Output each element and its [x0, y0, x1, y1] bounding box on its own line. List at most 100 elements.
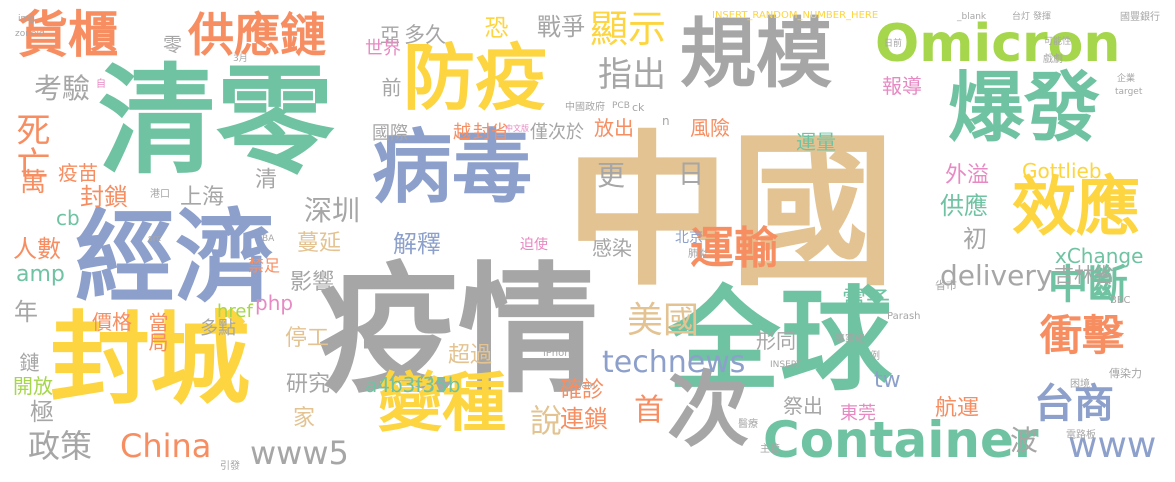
cloud-word: 封城 [50, 301, 250, 418]
cloud-word: 供應鏈 [188, 8, 326, 62]
cloud-word: 規模 [680, 9, 832, 98]
cloud-word: 外溢 [945, 163, 990, 188]
cloud-word: 封省 [473, 122, 509, 143]
cloud-word: 醫療 [738, 419, 758, 430]
cloud-word: 顯示 [590, 7, 667, 51]
cloud-word: 年 [14, 298, 38, 326]
cloud-word: 電子 [842, 286, 890, 314]
cloud-word: 次 [667, 363, 750, 458]
cloud-word: 戲劇 [1043, 54, 1063, 65]
cloud-word: Container [763, 411, 1039, 469]
cloud-word: 病毒 [372, 121, 532, 214]
cloud-word: 衝擊 [1040, 311, 1125, 360]
cloud-word: 美國 [627, 300, 700, 341]
cloud-word: 戰爭 [537, 13, 585, 41]
cloud-word: 省市 [935, 279, 957, 292]
cloud-word: 中文版 [505, 124, 529, 133]
cloud-word: 連鎖 [560, 405, 608, 433]
cloud-word: Omicron [875, 14, 1121, 74]
cloud-word: iPhone [543, 348, 577, 359]
cloud-word: 祭出 [783, 394, 823, 418]
cloud-word: _blank [957, 12, 987, 22]
cloud-word: 貨櫃 [18, 6, 118, 64]
cloud-word: 考驗 [34, 72, 91, 105]
cloud-word: 禁足 [248, 256, 281, 275]
cloud-word: 清零 [98, 52, 335, 190]
cloud-word: 國際 [372, 123, 408, 144]
cloud-word: 引發 [220, 461, 240, 472]
cloud-word: 自 [96, 79, 106, 90]
cloud-word: 日 [678, 160, 705, 190]
cloud-word: 世界 [365, 38, 401, 59]
cloud-word: 超過 [448, 343, 493, 368]
cloud-word: 全球 [668, 276, 892, 406]
cloud-word: 前 [378, 77, 402, 97]
cloud-word: 初 [963, 225, 987, 253]
cloud-word: 防疫 [403, 36, 548, 120]
cloud-word: 專家組 [835, 334, 865, 345]
cloud-word: ck [632, 101, 645, 114]
cloud-word: 首 [634, 393, 664, 428]
cloud-word: 變種 [378, 367, 506, 441]
cloud-word: 多久 [404, 23, 446, 47]
cloud-word: 價格 [92, 310, 132, 334]
cloud-word: 台商 [1034, 381, 1114, 427]
cloud-word: 零 [163, 34, 183, 56]
cloud-word: 上海 [180, 185, 225, 210]
cloud-word: 說 [530, 402, 563, 440]
cloud-word: 發揮 [1033, 12, 1052, 22]
cloud-word: 恐 [480, 15, 508, 39]
cloud-word: 風險 [690, 116, 730, 140]
cloud-word: 蔓延 [297, 231, 342, 256]
cloud-word: INSERT_RANDOM_NUMBER_HERE [712, 10, 879, 21]
cloud-word: 例 [870, 351, 880, 362]
cloud-word: 運輸 [690, 223, 778, 274]
cloud-word: zoneid [15, 29, 45, 39]
cloud-word: amp [16, 262, 65, 287]
cloud-word: 經濟 [75, 199, 275, 316]
cloud-word: 更 [597, 159, 626, 192]
cloud-word: n [662, 114, 670, 128]
cloud-word: 東莞 [840, 403, 876, 424]
cloud-word: 死亡 [10, 112, 50, 180]
cloud-word: INSERT [770, 360, 802, 370]
cloud-word: Jain [579, 381, 596, 391]
cloud-word: 3月 [233, 54, 248, 64]
cloud-word: 國豐銀行 [1120, 12, 1160, 23]
cloud-word: 感染 [592, 236, 632, 260]
cloud-word: BA [262, 234, 275, 244]
cloud-word: 台灯 [1012, 12, 1031, 22]
cloud-word: 停工 [285, 326, 330, 351]
cloud-word: China [120, 427, 212, 465]
cloud-word: href [217, 301, 253, 322]
cloud-word: target [1115, 87, 1143, 97]
cloud-word: src [148, 234, 162, 244]
cloud-word: 疫苗 [58, 161, 98, 185]
cloud-word: 疫情 [318, 250, 599, 413]
cloud-word: www [1068, 425, 1157, 466]
cloud-word: 波 [1010, 424, 1039, 457]
cloud-word: technews [602, 345, 746, 380]
cloud-word: 深圳 [304, 194, 361, 227]
cloud-word: a4b3f35b [365, 373, 461, 397]
cloud-word: 電路板 [1066, 430, 1096, 441]
cloud-word: 傳染力 [1109, 367, 1142, 380]
cloud-word: 港口 [150, 189, 170, 200]
cloud-word: 鏈 [16, 352, 40, 372]
cloud-word: 企業 [1117, 74, 1136, 84]
cloud-word: 主管 [760, 444, 780, 455]
cloud-word: 中國政府 [565, 102, 605, 113]
cloud-word: 僅次於 [530, 122, 584, 143]
cloud-word: 多點 [200, 318, 236, 339]
cloud-word: tw [874, 368, 901, 393]
cloud-word: Gottlieb [1022, 159, 1102, 183]
cloud-word: delivery [940, 259, 1053, 292]
cloud-word: 人數 [13, 235, 61, 263]
cloud-word: 爆發 [948, 63, 1100, 152]
cloud-word: php [255, 291, 294, 315]
cloud-word: 當局 [145, 312, 169, 352]
cloud-word: 政策 [28, 427, 93, 465]
cloud-word: 迫使 [520, 237, 548, 253]
cloud-word: 清 [251, 167, 276, 189]
